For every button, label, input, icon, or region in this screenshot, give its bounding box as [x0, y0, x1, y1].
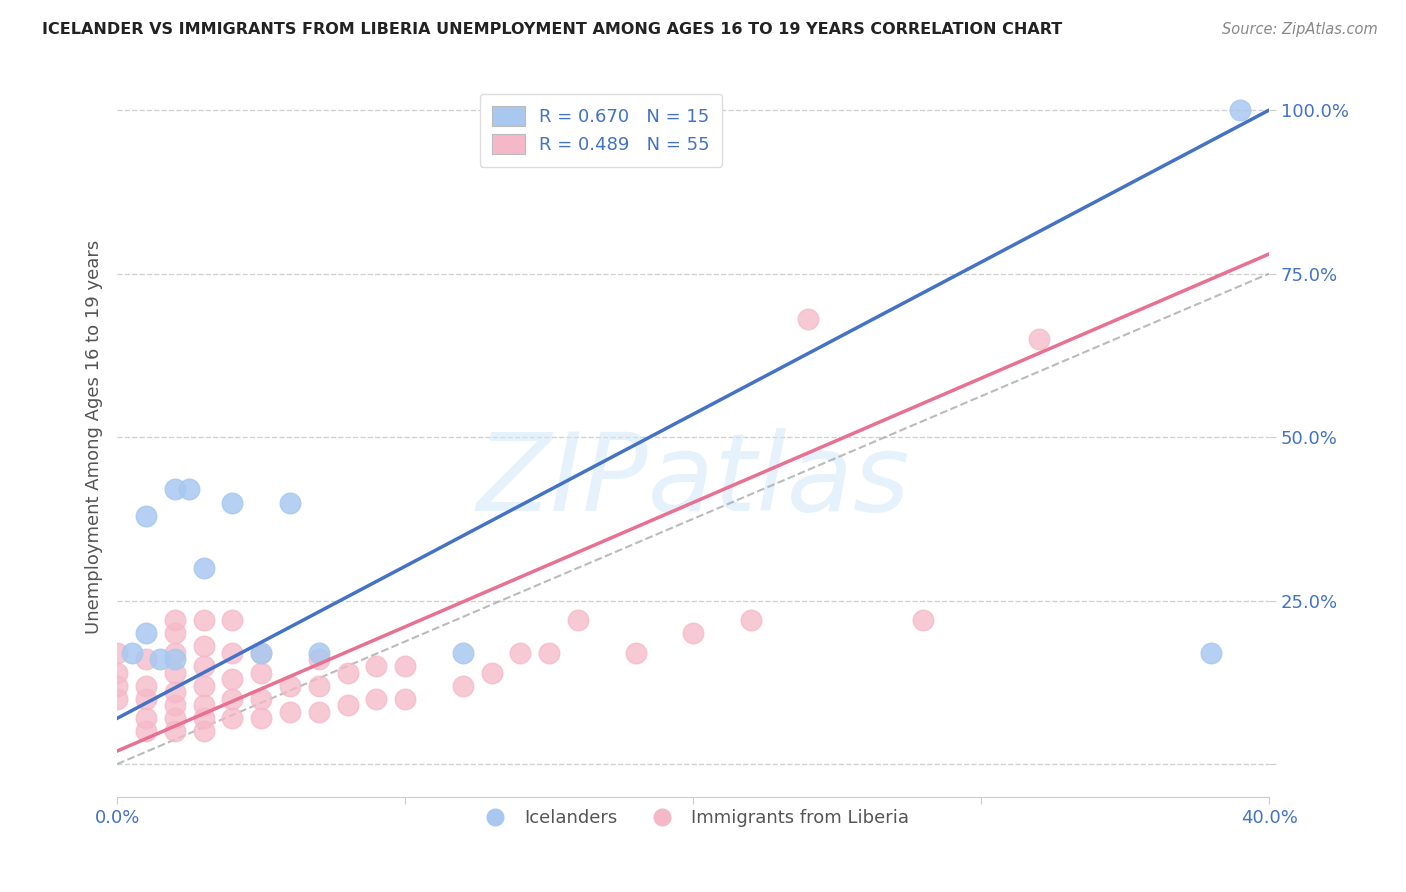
Point — [135, 679, 157, 693]
Point — [394, 659, 416, 673]
Point — [163, 626, 186, 640]
Point — [135, 711, 157, 725]
Point — [366, 691, 388, 706]
Point — [250, 646, 273, 660]
Point — [481, 665, 503, 680]
Point — [1201, 646, 1223, 660]
Point — [221, 495, 243, 509]
Point — [451, 679, 474, 693]
Point — [250, 646, 273, 660]
Point — [740, 613, 762, 627]
Point — [221, 711, 243, 725]
Point — [250, 691, 273, 706]
Point — [221, 646, 243, 660]
Point — [193, 659, 215, 673]
Point — [163, 711, 186, 725]
Point — [121, 646, 143, 660]
Point — [336, 698, 359, 713]
Point — [135, 691, 157, 706]
Point — [221, 672, 243, 686]
Point — [193, 724, 215, 739]
Point — [278, 495, 301, 509]
Point — [394, 691, 416, 706]
Text: ICELANDER VS IMMIGRANTS FROM LIBERIA UNEMPLOYMENT AMONG AGES 16 TO 19 YEARS CORR: ICELANDER VS IMMIGRANTS FROM LIBERIA UNE… — [42, 22, 1063, 37]
Point — [278, 705, 301, 719]
Point — [163, 665, 186, 680]
Point — [163, 698, 186, 713]
Point — [682, 626, 704, 640]
Point — [135, 724, 157, 739]
Point — [1028, 332, 1050, 346]
Point — [105, 665, 128, 680]
Point — [336, 665, 359, 680]
Point — [278, 679, 301, 693]
Point — [135, 652, 157, 666]
Point — [193, 679, 215, 693]
Point — [250, 711, 273, 725]
Point — [308, 679, 330, 693]
Point — [366, 659, 388, 673]
Point — [797, 312, 820, 326]
Point — [221, 691, 243, 706]
Point — [163, 646, 186, 660]
Point — [567, 613, 589, 627]
Point — [193, 613, 215, 627]
Point — [135, 626, 157, 640]
Legend: Icelanders, Immigrants from Liberia: Icelanders, Immigrants from Liberia — [470, 802, 917, 835]
Point — [193, 698, 215, 713]
Point — [912, 613, 935, 627]
Point — [163, 613, 186, 627]
Point — [308, 705, 330, 719]
Point — [1229, 103, 1251, 117]
Point — [163, 724, 186, 739]
Text: ZIPatlas: ZIPatlas — [477, 428, 910, 533]
Point — [308, 652, 330, 666]
Point — [193, 711, 215, 725]
Point — [250, 665, 273, 680]
Point — [451, 646, 474, 660]
Point — [163, 685, 186, 699]
Text: Source: ZipAtlas.com: Source: ZipAtlas.com — [1222, 22, 1378, 37]
Point — [149, 652, 172, 666]
Y-axis label: Unemployment Among Ages 16 to 19 years: Unemployment Among Ages 16 to 19 years — [86, 240, 103, 634]
Point — [105, 679, 128, 693]
Point — [308, 646, 330, 660]
Point — [193, 561, 215, 575]
Point — [135, 508, 157, 523]
Point — [221, 613, 243, 627]
Point — [179, 483, 201, 497]
Point — [163, 483, 186, 497]
Point — [105, 691, 128, 706]
Point — [538, 646, 561, 660]
Point — [509, 646, 531, 660]
Point — [193, 640, 215, 654]
Point — [624, 646, 647, 660]
Point — [105, 646, 128, 660]
Point — [163, 652, 186, 666]
